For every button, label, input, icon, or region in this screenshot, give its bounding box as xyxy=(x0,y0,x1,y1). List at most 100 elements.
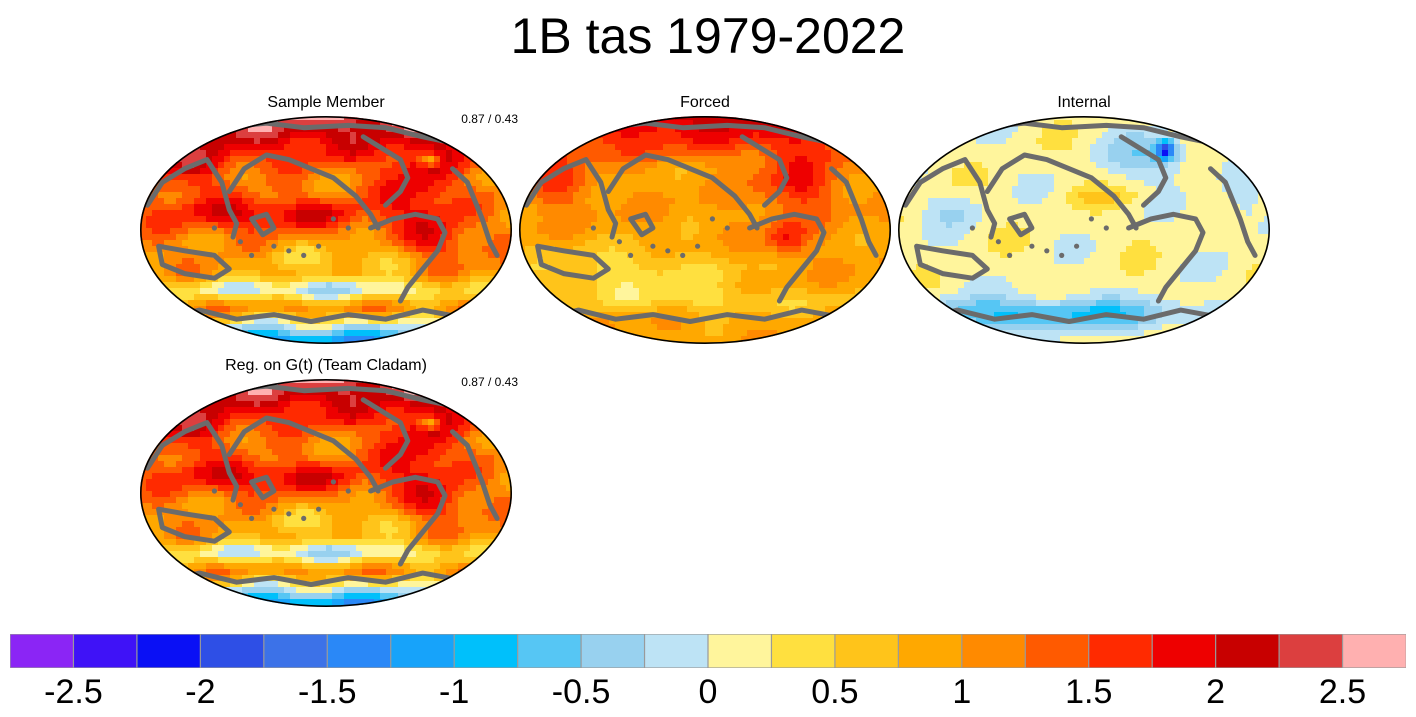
island xyxy=(301,515,307,521)
island xyxy=(237,502,243,508)
island xyxy=(345,225,351,231)
colorbar-swatch xyxy=(453,634,519,668)
island xyxy=(709,216,715,222)
map-panel-sample-member: Sample Member 0.87 / 0.43 xyxy=(140,94,518,344)
colorbar-tick-label: -1 xyxy=(439,673,470,711)
colorbar-swatch xyxy=(1341,634,1406,668)
map-internal xyxy=(898,116,1270,344)
coastline xyxy=(226,415,381,494)
colorbar-swatch xyxy=(390,634,456,668)
map-field xyxy=(140,379,512,606)
island xyxy=(1044,248,1050,254)
island xyxy=(286,511,292,517)
panel-title: Reg. on G(t) (Team Cladam) xyxy=(225,357,427,374)
colorbar-tick-label: 0.5 xyxy=(811,673,859,711)
coastline xyxy=(249,211,277,238)
colorbar-swatch xyxy=(10,634,75,668)
colorbar-swatch xyxy=(72,634,138,668)
coastline xyxy=(984,152,1139,231)
map-outline xyxy=(140,379,512,607)
colorbar-tick-label: 2 xyxy=(1206,673,1226,711)
map-field xyxy=(519,116,891,343)
colorbar-swatch xyxy=(1278,634,1344,668)
island xyxy=(628,252,634,258)
coastline xyxy=(535,243,611,281)
colorbar-tick-label: -2 xyxy=(185,673,216,711)
coastline xyxy=(360,397,411,471)
colorbar-swatch xyxy=(1088,634,1154,668)
colorbar-swatch xyxy=(1151,634,1217,668)
coastline xyxy=(917,307,1258,324)
colorbar-swatch xyxy=(707,634,773,668)
colorbar-swatch xyxy=(326,634,392,668)
colorbar-swatch xyxy=(643,634,709,668)
map-field xyxy=(140,116,512,343)
panel-title: Sample Member xyxy=(267,94,385,111)
colorbar-tick-label: -0.5 xyxy=(551,673,611,711)
colorbar-swatch xyxy=(199,634,265,668)
coastline xyxy=(360,134,411,208)
map-panel-internal: Internal xyxy=(898,94,1276,344)
map-sample-member xyxy=(140,116,512,344)
colorbar-tick-label: 2.5 xyxy=(1318,673,1367,711)
island xyxy=(1074,243,1080,249)
coastline xyxy=(829,166,879,258)
colorbar-swatch xyxy=(1215,634,1280,668)
island xyxy=(237,239,243,245)
colorbar xyxy=(10,634,1406,668)
colorbar-tick-label: 1.5 xyxy=(1065,673,1113,711)
island xyxy=(1029,243,1035,249)
colorbar-swatch xyxy=(136,634,202,668)
colorbar-tick-label: -1.5 xyxy=(297,673,357,711)
island xyxy=(271,243,277,249)
coastline xyxy=(159,570,500,587)
coastline xyxy=(628,211,656,238)
coastline xyxy=(747,211,827,304)
island xyxy=(316,243,322,249)
coastline xyxy=(1118,134,1169,208)
colorbar-tick-label: 0 xyxy=(698,673,718,711)
coastline xyxy=(144,420,240,503)
island xyxy=(316,506,322,512)
map-outline xyxy=(519,116,891,344)
coastline xyxy=(1007,211,1035,238)
coastline xyxy=(739,134,790,208)
coastline xyxy=(450,166,500,258)
map-panel-regression: Reg. on G(t) (Team Cladam) 0.87 / 0.43 xyxy=(140,357,518,607)
island xyxy=(1088,216,1094,222)
island xyxy=(301,252,307,258)
panel-stat: 0.87 / 0.43 xyxy=(461,112,518,126)
colorbar-swatch xyxy=(580,634,646,668)
island xyxy=(665,248,671,254)
coastline xyxy=(249,474,277,501)
island xyxy=(211,488,217,494)
coastline xyxy=(902,157,998,240)
colorbar-tick-labels: -2.5 -2 -1.5 -1 -0.5 0 0.5 1 1.5 2 2.5 xyxy=(0,672,1416,712)
panel-title: Internal xyxy=(1057,94,1111,111)
map-outline xyxy=(898,116,1270,344)
island xyxy=(995,239,1001,245)
coastline xyxy=(523,157,619,240)
panel-title: Forced xyxy=(680,94,730,111)
island xyxy=(680,252,686,258)
island xyxy=(286,248,292,254)
coastline xyxy=(226,152,381,231)
island xyxy=(271,506,277,512)
colorbar-swatch xyxy=(770,634,836,668)
map-panel-forced: Forced xyxy=(519,94,897,344)
coastline xyxy=(1126,211,1206,304)
island xyxy=(249,252,255,258)
coastline xyxy=(368,211,448,304)
island xyxy=(1103,225,1109,231)
coastline xyxy=(159,307,500,324)
colorbar-swatch xyxy=(1024,634,1090,668)
coastline xyxy=(538,307,879,324)
island xyxy=(616,239,622,245)
colorbar-swatch xyxy=(961,634,1027,668)
map-outline xyxy=(140,116,512,344)
coastline xyxy=(368,474,448,567)
map-forced xyxy=(519,116,891,344)
island xyxy=(1059,252,1065,258)
panel-stat: 0.87 / 0.43 xyxy=(461,375,518,389)
island xyxy=(650,243,656,249)
